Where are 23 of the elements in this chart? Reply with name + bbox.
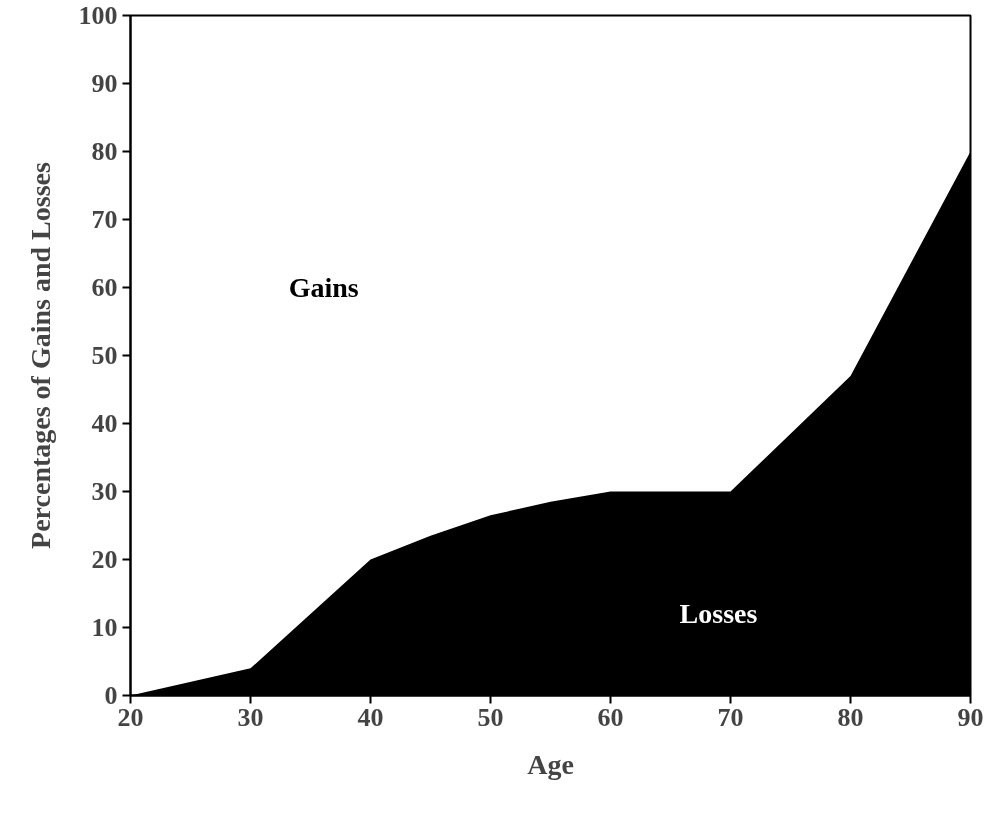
y-tick-label: 90 [91, 69, 118, 98]
x-tick-label: 40 [357, 702, 384, 732]
annotation: Losses [679, 598, 758, 630]
y-tick-label: 40 [91, 409, 118, 438]
y-tick-label: 80 [91, 137, 118, 166]
x-axis-title: Age [527, 748, 574, 780]
y-tick-label: 100 [78, 1, 118, 30]
y-tick-label: 60 [91, 273, 118, 302]
x-tick-label: 60 [597, 702, 624, 732]
y-tick-label: 50 [91, 341, 118, 370]
y-tick-label: 10 [91, 613, 118, 642]
y-tick-label: 30 [91, 477, 118, 506]
y-tick-label: 0 [104, 681, 118, 710]
x-tick-label: 90 [957, 702, 984, 732]
x-tick-label: 70 [717, 702, 744, 732]
annotation: Gains [288, 272, 359, 303]
x-tick-label: 20 [117, 702, 144, 732]
x-tick-label: 50 [477, 702, 504, 732]
y-axis-title: Percentages of Gains and Losses [24, 161, 56, 549]
y-tick-label: 20 [91, 545, 118, 574]
x-tick-label: 30 [237, 702, 264, 732]
y-tick-label: 70 [91, 205, 118, 234]
x-tick-label: 80 [837, 702, 864, 732]
